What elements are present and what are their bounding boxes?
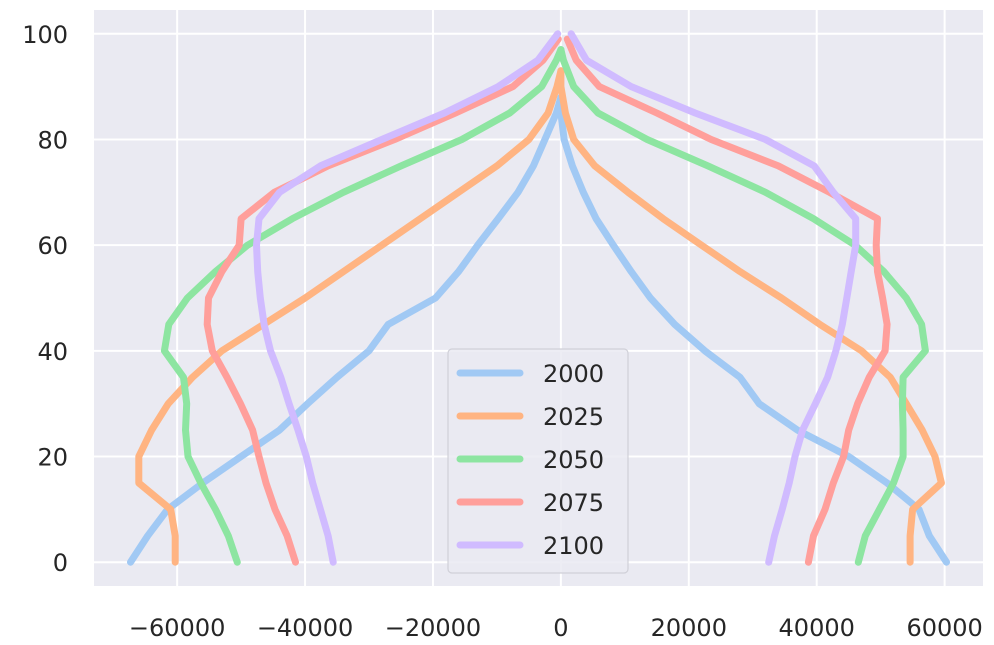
y-tick-label: 100 <box>22 21 68 49</box>
y-tick-label: 40 <box>37 338 68 366</box>
x-tick-label: −20000 <box>385 614 481 642</box>
series-line-2100-left <box>253 30 562 566</box>
y-tick-label: 60 <box>37 232 68 260</box>
series-line-2050-left <box>160 46 565 566</box>
legend-label-2100: 2100 <box>543 532 604 560</box>
legend-label-2075: 2075 <box>543 489 604 517</box>
x-tick-label: 20000 <box>651 614 727 642</box>
y-tick-label: 80 <box>37 126 68 154</box>
series-line-2100-right <box>567 30 860 566</box>
legend: 2000 2025 2050 2075 2100 <box>447 348 629 574</box>
legend-label-2000: 2000 <box>543 360 604 388</box>
series-lines <box>127 30 950 566</box>
x-tick-label: 40000 <box>779 614 855 642</box>
y-tick-label: 0 <box>53 549 68 577</box>
legend-label-2025: 2025 <box>543 403 604 431</box>
series-line-2075-left <box>203 35 562 566</box>
x-tick-label: −40000 <box>257 614 353 642</box>
series-line-2075-right <box>563 35 891 566</box>
y-axis-ticks: 0 20 40 60 80 100 <box>22 21 68 577</box>
series-line-2025-left <box>135 67 565 566</box>
series-line-2050-right <box>557 46 929 566</box>
series-line-2000-right <box>557 93 950 566</box>
legend-box <box>447 348 629 574</box>
legend-label-2050: 2050 <box>543 446 604 474</box>
x-axis-ticks: −60000 −40000 −20000 0 20000 40000 60000 <box>129 614 983 642</box>
x-tick-label: 60000 <box>906 614 982 642</box>
x-tick-label: 0 <box>553 614 568 642</box>
y-tick-label: 20 <box>37 444 68 472</box>
series-line-2025-right <box>557 67 945 566</box>
x-tick-label: −60000 <box>129 614 225 642</box>
